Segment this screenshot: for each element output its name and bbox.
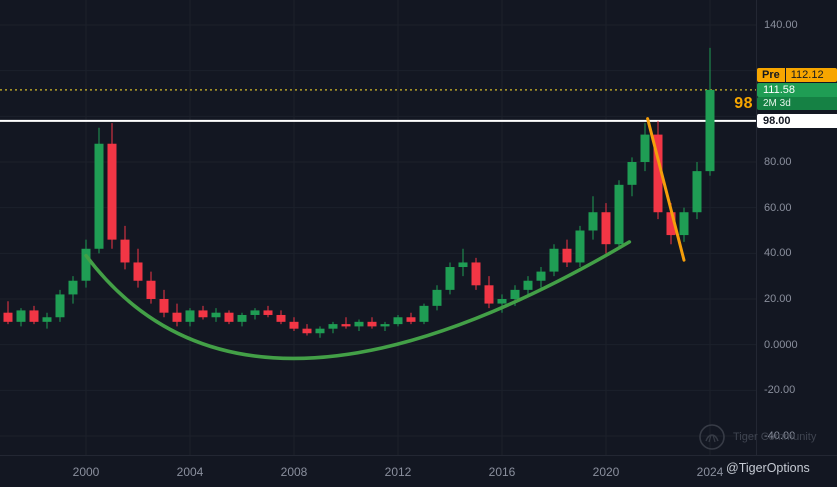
candle-body xyxy=(588,212,598,231)
candle-body xyxy=(185,310,195,322)
candle-body xyxy=(575,230,585,263)
rounding-bottom-curve[interactable] xyxy=(84,240,632,361)
candle-body xyxy=(302,328,312,334)
candle-body xyxy=(107,143,117,240)
candle-body xyxy=(341,324,351,327)
candle-body xyxy=(172,312,182,322)
premarket-price-value: 112.12 xyxy=(790,69,824,81)
candle-body xyxy=(601,212,611,245)
price-tick-label: 20.00 xyxy=(764,292,792,305)
candle-body xyxy=(29,310,39,322)
premarket-tag: Pre xyxy=(757,68,786,82)
candle-body xyxy=(692,171,702,213)
price-tick-label: 40.00 xyxy=(764,247,792,260)
candle-body xyxy=(328,324,338,329)
premarket-price-badge: Pre 112.12 xyxy=(757,68,837,82)
tiger-logo-icon xyxy=(699,424,725,450)
price-tick-label: 80.00 xyxy=(764,155,792,168)
time-tick-label: 2020 xyxy=(592,465,620,479)
candle-body xyxy=(445,267,455,290)
candle-body xyxy=(237,314,247,322)
candle-body xyxy=(354,321,364,327)
price-tick-label: 60.00 xyxy=(764,201,792,214)
time-tick-label: 2000 xyxy=(72,465,100,479)
candle-body xyxy=(510,289,520,299)
candle-body xyxy=(3,312,13,322)
candle-body xyxy=(653,134,663,213)
candle-body xyxy=(614,184,624,245)
candle-body xyxy=(640,134,650,162)
candle-body xyxy=(159,298,169,313)
candle-body xyxy=(484,285,494,304)
time-tick-label: 2012 xyxy=(384,465,412,479)
candle-body xyxy=(536,271,546,281)
price-tick-label: -40.00 xyxy=(764,429,796,442)
price-tick-label: 140.00 xyxy=(764,19,798,31)
bar-countdown-badge: 2M 3d xyxy=(757,97,837,110)
candle-body xyxy=(419,305,429,322)
candle-body xyxy=(146,280,156,299)
candle-body xyxy=(380,324,390,327)
price-tick-label: -20.00 xyxy=(764,384,796,397)
downtrend-line[interactable] xyxy=(646,117,686,262)
candle-body xyxy=(367,321,377,327)
watermark: Tiger Community xyxy=(698,423,816,451)
price-level-callout: 98 xyxy=(734,95,753,112)
candle-body xyxy=(250,310,260,315)
candle-body xyxy=(94,143,104,249)
price-level-badge: 98.00 xyxy=(757,114,837,128)
time-tick-label: 2004 xyxy=(176,465,204,479)
candle-body xyxy=(224,312,234,322)
candle-body xyxy=(471,262,481,286)
time-axis[interactable]: 2000 2004 2008 2012 2016 2020 2024 xyxy=(0,455,837,487)
candle-body xyxy=(263,310,273,315)
candle-body xyxy=(523,280,533,290)
candle-body xyxy=(81,248,91,281)
candle-body xyxy=(211,312,221,318)
candle-body xyxy=(289,321,299,329)
candle-body xyxy=(666,212,676,236)
candle-body xyxy=(120,239,130,263)
candle-body xyxy=(276,314,286,322)
time-tick-label: 2016 xyxy=(488,465,516,479)
candle-body xyxy=(432,289,442,306)
time-tick-label: 2024 xyxy=(696,465,724,479)
candle-body xyxy=(315,328,325,334)
candle-body xyxy=(198,310,208,318)
candle-body xyxy=(549,248,559,272)
candle-body xyxy=(68,280,78,295)
candle-body xyxy=(562,248,572,263)
candlestick-chart[interactable] xyxy=(0,0,757,456)
candle-body xyxy=(705,89,715,172)
candle-body xyxy=(497,298,507,304)
candle-body xyxy=(627,161,637,185)
time-tick-label: 2008 xyxy=(280,465,308,479)
candle-body xyxy=(458,262,468,268)
candle-body xyxy=(16,310,26,322)
watermark-handle: @TigerOptions xyxy=(726,461,810,475)
candle-body xyxy=(42,317,52,322)
candle-body xyxy=(406,317,416,322)
candle-body xyxy=(393,317,403,325)
candle-body xyxy=(679,212,689,236)
price-tick-label: 0.0000 xyxy=(764,338,798,351)
watermark-community-label: Tiger Community xyxy=(733,431,817,443)
candle-body xyxy=(133,262,143,281)
candle-body xyxy=(55,294,65,318)
last-price-badge: 111.58 xyxy=(757,83,837,97)
